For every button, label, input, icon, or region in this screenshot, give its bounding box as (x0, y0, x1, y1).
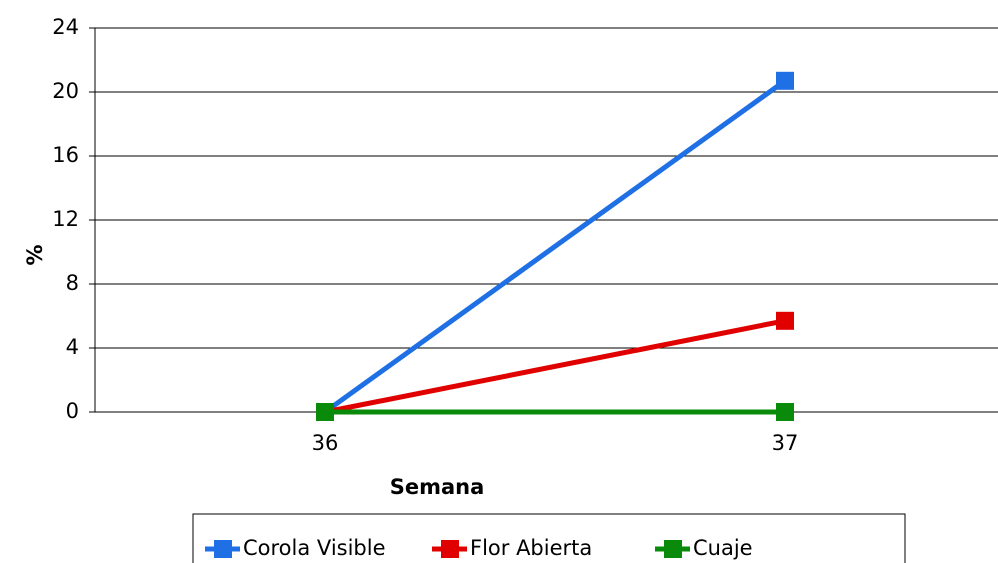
legend-label: Cuaje (693, 536, 753, 560)
legend-marker (664, 540, 682, 558)
legend-box (192, 513, 906, 563)
y-tick-label: 4 (66, 335, 79, 359)
y-tick-label: 24 (52, 15, 79, 39)
series-marker (776, 71, 794, 90)
y-tick-label: 12 (52, 207, 79, 231)
series-line (324, 318, 786, 415)
series-marker (776, 311, 794, 330)
y-tick-label: 0 (66, 399, 79, 423)
legend-label: Corola Visible (243, 536, 386, 560)
x-tick-label: 36 (312, 431, 339, 455)
series-marker (316, 403, 334, 421)
y-tick-label: 20 (52, 79, 79, 103)
legend-marker (214, 540, 232, 558)
legend-label: Flor Abierta (470, 536, 592, 560)
series-marker (776, 403, 794, 421)
y-tick-label: 16 (52, 143, 79, 167)
x-axis-label: Semana (390, 475, 485, 499)
series-line (323, 78, 787, 415)
y-axis-label: % (23, 244, 47, 265)
x-tick-label: 37 (772, 431, 799, 455)
legend-marker (441, 540, 459, 558)
y-tick-label: 8 (66, 271, 79, 295)
